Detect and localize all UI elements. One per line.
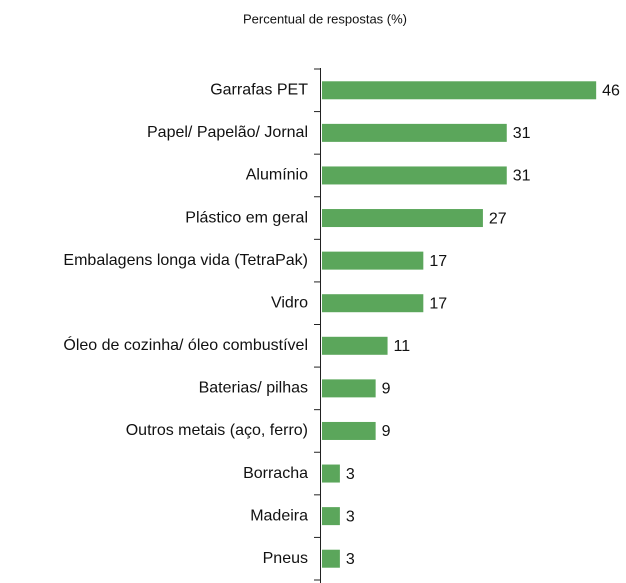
bar xyxy=(322,209,483,228)
bar xyxy=(322,166,507,185)
value-label: 31 xyxy=(513,125,531,142)
value-label: 17 xyxy=(429,253,447,270)
y-tick-label: Óleo de cozinha/ óleo combustível xyxy=(63,335,308,354)
bar xyxy=(322,81,597,100)
y-tick-label: Borracha xyxy=(243,465,308,482)
y-tick-label: Alumínio xyxy=(246,167,308,184)
bar xyxy=(322,549,340,568)
value-label: 11 xyxy=(394,338,411,355)
y-tick-label: Madeira xyxy=(250,507,308,524)
value-label: 9 xyxy=(382,381,391,398)
bar xyxy=(322,507,340,526)
bar xyxy=(322,464,340,483)
value-label: 3 xyxy=(346,508,355,525)
value-label: 27 xyxy=(489,210,507,227)
y-tick-label: Vidro xyxy=(271,294,308,311)
value-label: 3 xyxy=(346,466,355,483)
bar xyxy=(322,421,376,440)
chart-subtitle: Percentual de respostas (%) xyxy=(243,11,407,26)
y-tick-label: Garrafas PET xyxy=(210,82,308,99)
value-label: 3 xyxy=(346,551,355,568)
y-tick-label: Embalagens longa vida (TetraPak) xyxy=(63,252,308,269)
y-tick-label: Baterias/ pilhas xyxy=(199,380,308,397)
y-tick-label: Outros metais (aço, ferro) xyxy=(126,422,308,439)
bar xyxy=(322,379,376,398)
bar xyxy=(322,294,424,313)
value-label: 9 xyxy=(382,423,391,440)
y-tick-label: Pneus xyxy=(263,550,308,567)
value-label: 17 xyxy=(429,295,447,312)
y-tick-label: Plástico em geral xyxy=(185,209,308,226)
bar xyxy=(322,336,388,355)
value-label: 46 xyxy=(602,83,620,100)
value-label: 31 xyxy=(513,168,531,185)
bar xyxy=(322,123,507,142)
y-tick-label: Papel/ Papelão/ Jornal xyxy=(147,124,308,141)
bar xyxy=(322,251,424,270)
